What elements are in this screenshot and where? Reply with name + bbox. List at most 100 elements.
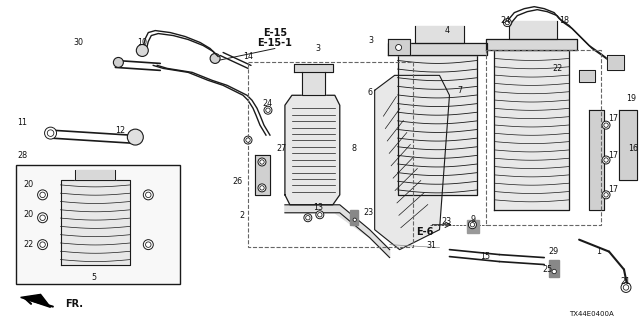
Text: 2: 2 bbox=[239, 211, 244, 220]
Polygon shape bbox=[589, 110, 604, 210]
Circle shape bbox=[266, 108, 270, 112]
Text: 21: 21 bbox=[620, 277, 630, 286]
Polygon shape bbox=[388, 38, 410, 55]
Text: 24: 24 bbox=[262, 99, 272, 108]
Text: 10: 10 bbox=[138, 38, 147, 47]
Text: 20: 20 bbox=[24, 210, 34, 219]
Circle shape bbox=[38, 213, 47, 223]
Text: 7: 7 bbox=[457, 86, 462, 95]
Circle shape bbox=[258, 158, 266, 166]
Polygon shape bbox=[415, 26, 465, 43]
Polygon shape bbox=[388, 43, 488, 55]
Circle shape bbox=[40, 192, 45, 197]
Text: 30: 30 bbox=[74, 38, 83, 47]
Polygon shape bbox=[255, 155, 270, 195]
Text: 15: 15 bbox=[480, 252, 490, 261]
Text: 8: 8 bbox=[351, 144, 356, 153]
Circle shape bbox=[143, 240, 153, 250]
Text: E-15: E-15 bbox=[263, 28, 287, 37]
Circle shape bbox=[260, 186, 264, 190]
Text: 22: 22 bbox=[24, 240, 34, 249]
Text: 23: 23 bbox=[364, 208, 374, 217]
Circle shape bbox=[505, 20, 509, 25]
Text: E-6: E-6 bbox=[416, 227, 433, 237]
Circle shape bbox=[552, 269, 556, 274]
Circle shape bbox=[602, 191, 610, 199]
Polygon shape bbox=[607, 55, 624, 70]
Polygon shape bbox=[61, 180, 131, 265]
Text: E-15-1: E-15-1 bbox=[257, 37, 292, 47]
Polygon shape bbox=[302, 72, 325, 95]
Text: 28: 28 bbox=[17, 150, 28, 160]
Polygon shape bbox=[20, 294, 51, 307]
Polygon shape bbox=[619, 110, 637, 180]
Circle shape bbox=[317, 212, 322, 217]
Text: 27: 27 bbox=[277, 144, 287, 153]
Circle shape bbox=[306, 216, 310, 220]
Circle shape bbox=[602, 121, 610, 129]
Text: 4: 4 bbox=[445, 26, 450, 35]
Circle shape bbox=[604, 193, 608, 197]
Circle shape bbox=[604, 123, 608, 127]
Circle shape bbox=[145, 192, 151, 197]
Circle shape bbox=[468, 221, 476, 229]
Text: 1: 1 bbox=[596, 247, 602, 256]
Circle shape bbox=[602, 156, 610, 164]
Text: 17: 17 bbox=[608, 150, 618, 160]
Polygon shape bbox=[467, 220, 479, 233]
Circle shape bbox=[210, 53, 220, 63]
Circle shape bbox=[38, 190, 47, 200]
Circle shape bbox=[45, 127, 56, 139]
Circle shape bbox=[353, 218, 356, 221]
Circle shape bbox=[38, 240, 47, 250]
Polygon shape bbox=[549, 260, 559, 277]
Polygon shape bbox=[486, 38, 577, 51]
Circle shape bbox=[623, 285, 628, 290]
Polygon shape bbox=[285, 205, 390, 258]
Circle shape bbox=[304, 214, 312, 222]
Circle shape bbox=[621, 283, 631, 292]
Polygon shape bbox=[494, 51, 569, 210]
Circle shape bbox=[246, 138, 250, 142]
Polygon shape bbox=[374, 76, 449, 250]
Text: 26: 26 bbox=[232, 177, 242, 187]
Circle shape bbox=[264, 106, 272, 114]
Circle shape bbox=[127, 129, 143, 145]
Text: 24: 24 bbox=[500, 16, 510, 25]
Text: 22: 22 bbox=[552, 64, 563, 73]
Circle shape bbox=[136, 44, 148, 56]
Circle shape bbox=[503, 19, 511, 27]
Circle shape bbox=[260, 160, 264, 164]
Circle shape bbox=[352, 217, 358, 223]
Circle shape bbox=[244, 136, 252, 144]
Circle shape bbox=[396, 44, 402, 51]
Text: 5: 5 bbox=[91, 273, 96, 282]
Text: 20: 20 bbox=[24, 180, 34, 189]
Polygon shape bbox=[285, 95, 340, 205]
Circle shape bbox=[143, 190, 153, 200]
Circle shape bbox=[604, 158, 608, 162]
Circle shape bbox=[47, 130, 54, 136]
Polygon shape bbox=[349, 210, 358, 225]
Bar bbox=[248, 62, 413, 247]
Polygon shape bbox=[294, 64, 333, 72]
Circle shape bbox=[316, 211, 324, 219]
Bar bbox=[15, 165, 180, 284]
Text: 29: 29 bbox=[548, 247, 558, 256]
Circle shape bbox=[40, 242, 45, 247]
Text: TX44E0400A: TX44E0400A bbox=[569, 311, 614, 317]
Circle shape bbox=[550, 268, 558, 276]
Circle shape bbox=[258, 184, 266, 192]
Text: 9: 9 bbox=[471, 215, 476, 224]
Text: 16: 16 bbox=[628, 144, 638, 153]
Polygon shape bbox=[397, 55, 477, 195]
Text: 13: 13 bbox=[313, 203, 323, 212]
Circle shape bbox=[145, 242, 151, 247]
Text: FR.: FR. bbox=[65, 300, 83, 309]
Bar bbox=[486, 51, 601, 225]
Polygon shape bbox=[579, 70, 595, 82]
Text: 12: 12 bbox=[115, 126, 125, 135]
Text: 11: 11 bbox=[18, 118, 28, 127]
Text: 19: 19 bbox=[626, 94, 636, 103]
Text: 31: 31 bbox=[426, 241, 436, 250]
